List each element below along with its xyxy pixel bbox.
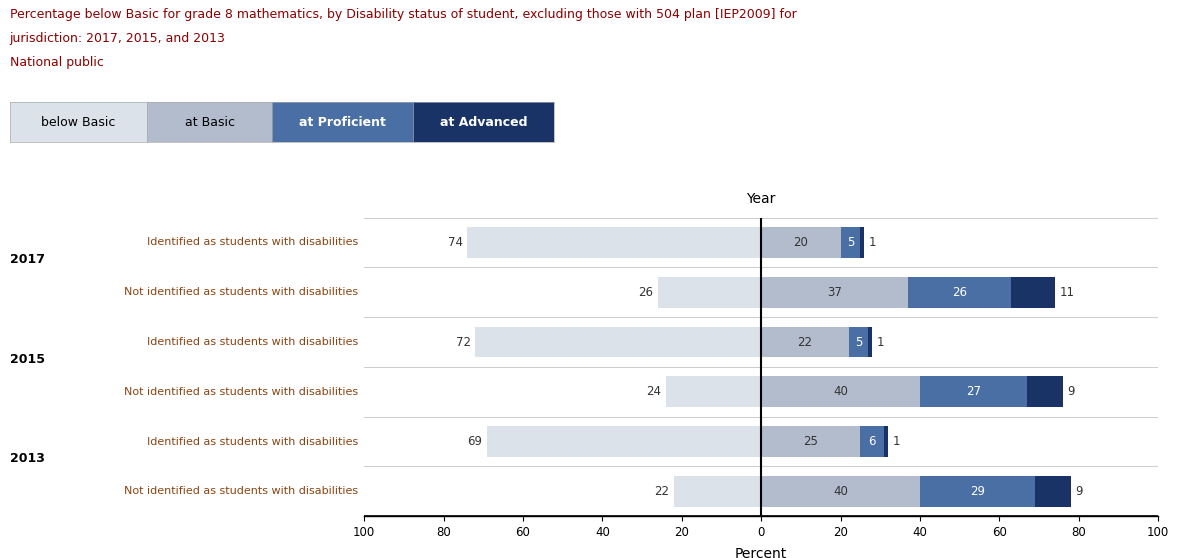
Text: at Proficient: at Proficient (300, 116, 386, 129)
Text: National public: National public (10, 56, 104, 69)
Bar (1035, 476, 1071, 507)
Text: Not identified as students with disabilities: Not identified as students with disabili… (124, 486, 358, 496)
Text: 1: 1 (869, 236, 876, 249)
Text: 24: 24 (646, 385, 661, 398)
Bar (762, 277, 909, 307)
Text: 27: 27 (966, 385, 981, 398)
Bar (762, 227, 841, 258)
Text: 29: 29 (970, 485, 985, 498)
Bar (673, 476, 762, 507)
Bar (919, 376, 1027, 407)
Text: 22: 22 (798, 335, 812, 349)
Text: 37: 37 (827, 286, 842, 299)
Bar (1027, 376, 1063, 407)
Text: 9: 9 (1067, 385, 1075, 398)
Text: 6: 6 (868, 435, 876, 448)
Text: below Basic: below Basic (41, 116, 116, 129)
Text: 5: 5 (855, 335, 862, 349)
Text: Identified as students with disabilities: Identified as students with disabilities (147, 436, 358, 446)
Text: 25: 25 (804, 435, 818, 448)
Bar (658, 277, 762, 307)
Bar (861, 227, 864, 258)
Bar (762, 326, 849, 358)
Text: 40: 40 (833, 485, 848, 498)
Text: at Basic: at Basic (185, 116, 234, 129)
Text: 2015: 2015 (10, 353, 44, 366)
Text: 2013: 2013 (10, 453, 44, 465)
Bar (861, 426, 885, 457)
Text: 74: 74 (448, 236, 462, 249)
Text: 26: 26 (952, 286, 967, 299)
Text: Percentage below Basic for grade 8 mathematics, by Disability status of student,: Percentage below Basic for grade 8 mathe… (10, 8, 796, 21)
Bar (841, 227, 861, 258)
Bar (1011, 277, 1055, 307)
Text: Not identified as students with disabilities: Not identified as students with disabili… (124, 287, 358, 297)
Bar (909, 277, 1011, 307)
Bar (762, 376, 919, 407)
Text: Identified as students with disabilities: Identified as students with disabilities (147, 337, 358, 347)
X-axis label: Percent: Percent (736, 547, 787, 558)
Bar (919, 476, 1035, 507)
Text: 11: 11 (1060, 286, 1075, 299)
Bar (762, 426, 861, 457)
Text: at Advanced: at Advanced (439, 116, 528, 129)
Text: 2017: 2017 (10, 253, 44, 266)
Text: 1: 1 (893, 435, 900, 448)
Text: 22: 22 (654, 485, 669, 498)
Text: Not identified as students with disabilities: Not identified as students with disabili… (124, 387, 358, 397)
Bar (868, 326, 873, 358)
Text: 9: 9 (1076, 485, 1083, 498)
Bar (885, 426, 888, 457)
Bar (475, 326, 762, 358)
Bar (762, 476, 919, 507)
Text: 40: 40 (833, 385, 848, 398)
Bar (487, 426, 762, 457)
Bar (666, 376, 762, 407)
Text: 69: 69 (468, 435, 482, 448)
Bar (467, 227, 762, 258)
Text: 72: 72 (456, 335, 470, 349)
Text: Year: Year (746, 193, 776, 206)
Text: jurisdiction: 2017, 2015, and 2013: jurisdiction: 2017, 2015, and 2013 (10, 32, 226, 45)
Bar (849, 326, 868, 358)
Text: Identified as students with disabilities: Identified as students with disabilities (147, 238, 358, 248)
Text: 26: 26 (638, 286, 653, 299)
Text: 1: 1 (878, 335, 885, 349)
Text: 20: 20 (794, 236, 808, 249)
Text: 5: 5 (847, 236, 854, 249)
